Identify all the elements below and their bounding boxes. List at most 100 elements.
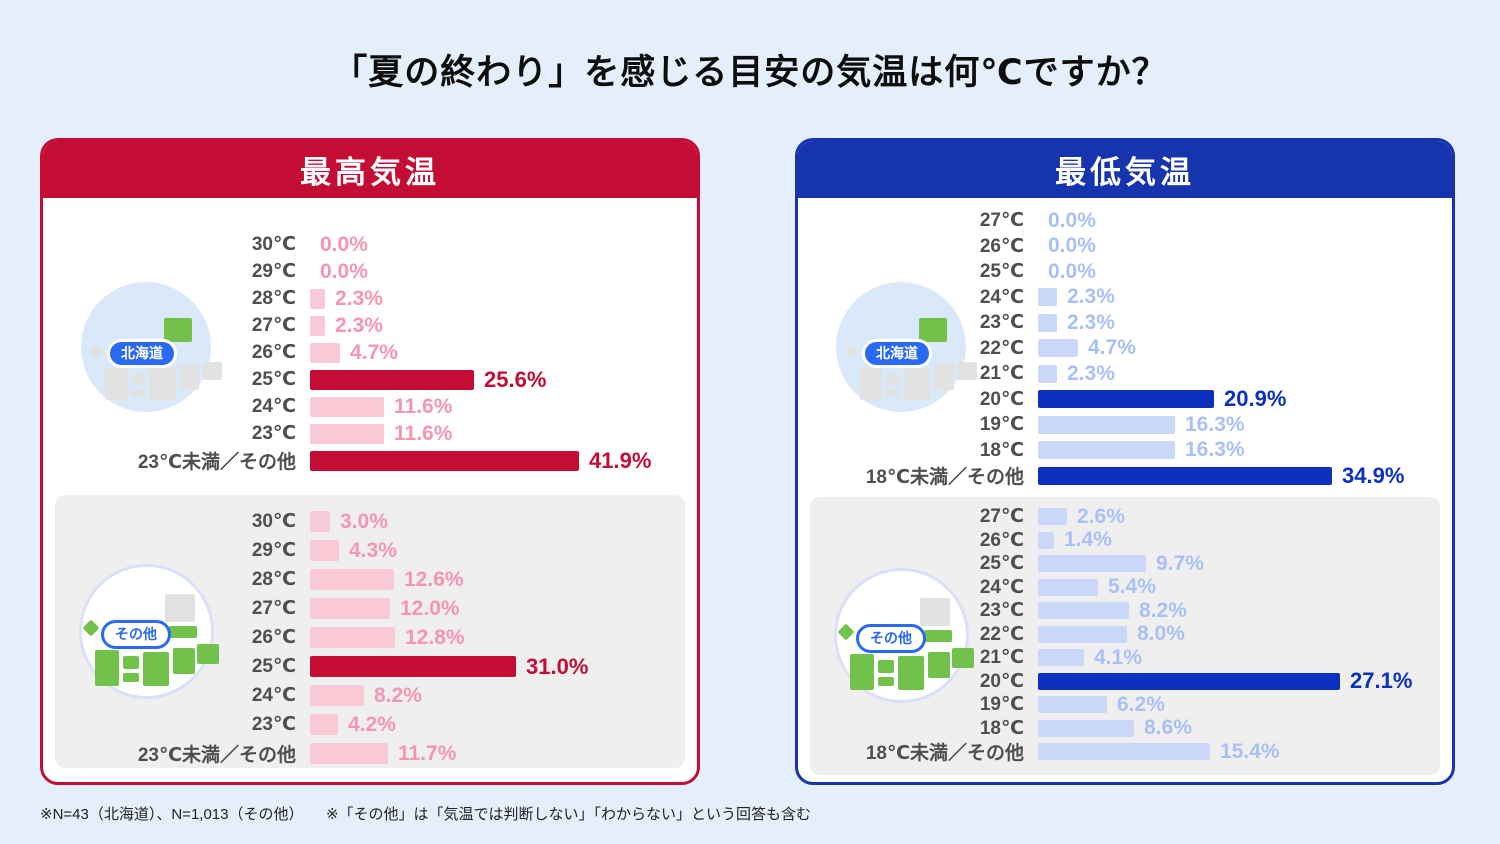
bar bbox=[1038, 672, 1340, 690]
bar-track: 8.0% bbox=[1038, 622, 1185, 647]
bar-row: 25℃ 25.6% bbox=[43, 366, 697, 393]
bar bbox=[310, 450, 579, 471]
bar-track: 0.0% bbox=[310, 231, 368, 258]
bar-row: 22℃ 8.0% bbox=[810, 622, 1440, 647]
value-label: 8.2% bbox=[1139, 598, 1187, 622]
category-label: 22℃ bbox=[979, 337, 1024, 359]
value-label: 3.0% bbox=[340, 509, 388, 533]
section-min-other: その他 27℃ 2.6% 26℃ 1.4% 25℃ 9.7% 24℃ 5.4% 23℃ 8.2% 2… bbox=[810, 497, 1440, 775]
category-label: 29℃ bbox=[251, 540, 296, 561]
value-label: 2.3% bbox=[1067, 361, 1115, 385]
category-label: 18℃ bbox=[979, 717, 1024, 739]
value-label: 4.2% bbox=[348, 712, 396, 736]
bar-row: 26℃ 4.7% bbox=[43, 339, 697, 366]
bar-track: 34.9% bbox=[1038, 463, 1404, 489]
bar bbox=[1038, 531, 1054, 549]
bar-track: 8.2% bbox=[310, 681, 422, 710]
category-label: 23℃ bbox=[251, 714, 296, 735]
map-square bbox=[878, 660, 894, 673]
bar-row: 26℃ 12.8% bbox=[55, 623, 685, 652]
bar-track: 6.2% bbox=[1038, 693, 1165, 717]
hokkaido-square bbox=[165, 594, 195, 622]
bar-row: 27℃ 2.6% bbox=[810, 505, 1440, 529]
value-label: 2.3% bbox=[335, 286, 383, 310]
bar bbox=[310, 369, 474, 390]
bar-row: 23℃未満／その他 11.7% bbox=[55, 739, 685, 768]
value-label: 2.3% bbox=[335, 313, 383, 337]
bar bbox=[310, 315, 325, 336]
value-label: 34.9% bbox=[1342, 462, 1405, 488]
map-square bbox=[149, 368, 175, 400]
japan-map-icon: その他 bbox=[79, 564, 219, 699]
map-square bbox=[131, 374, 145, 385]
bar-track: 4.3% bbox=[310, 536, 397, 565]
bar-track: 2.6% bbox=[1038, 505, 1125, 529]
bar-track: 12.0% bbox=[310, 594, 460, 623]
category-label: 18℃未満／その他 bbox=[865, 467, 1024, 489]
map-square bbox=[886, 389, 900, 397]
category-label: 26℃ bbox=[979, 529, 1024, 551]
bar bbox=[310, 569, 394, 590]
category-label: 22℃ bbox=[979, 623, 1024, 645]
value-label: 0.0% bbox=[1048, 208, 1096, 232]
bar-track: 1.4% bbox=[1038, 528, 1112, 553]
map-square bbox=[173, 648, 195, 674]
bar-track: 12.6% bbox=[310, 565, 464, 594]
region-badge-other: その他 bbox=[101, 620, 171, 649]
bar-row: 20℃ 20.9% bbox=[798, 386, 1452, 413]
category-label: 20℃ bbox=[979, 670, 1024, 692]
bar-track: 15.4% bbox=[1038, 740, 1280, 764]
bar bbox=[310, 685, 364, 706]
bar-row: 23℃ 11.6% bbox=[43, 420, 697, 447]
bar-row: 21℃ 2.3% bbox=[798, 361, 1452, 387]
bar-track: 0.0% bbox=[310, 258, 368, 285]
map-square bbox=[123, 656, 139, 669]
value-label: 12.0% bbox=[400, 596, 460, 620]
bar bbox=[310, 598, 390, 619]
category-label: 21℃ bbox=[979, 363, 1024, 385]
bar-track: 4.1% bbox=[1038, 646, 1142, 670]
category-label: 27℃ bbox=[251, 598, 296, 619]
bar-row: 25℃ 9.7% bbox=[810, 552, 1440, 576]
category-label: 28℃ bbox=[251, 288, 296, 309]
map-square bbox=[904, 368, 930, 400]
bar bbox=[1038, 313, 1057, 332]
bar bbox=[310, 656, 516, 677]
bar-row: 24℃ 2.3% bbox=[798, 285, 1452, 311]
value-label: 12.8% bbox=[405, 625, 465, 649]
bar bbox=[1038, 649, 1084, 667]
map-square bbox=[105, 368, 127, 400]
value-label: 11.6% bbox=[394, 394, 453, 418]
category-label: 28℃ bbox=[251, 569, 296, 590]
value-label: 1.4% bbox=[1064, 528, 1112, 552]
category-label: 26℃ bbox=[251, 342, 296, 363]
bar-row: 28℃ 12.6% bbox=[55, 565, 685, 594]
category-label: 30℃ bbox=[251, 234, 296, 255]
bar-track: 4.7% bbox=[1038, 336, 1136, 362]
region-badge-hokkaido: 北海道 bbox=[862, 339, 932, 368]
bar bbox=[1038, 441, 1175, 460]
category-label: 23℃未満／その他 bbox=[137, 452, 296, 473]
map-square bbox=[143, 652, 169, 686]
bar-track: 11.7% bbox=[310, 739, 456, 768]
value-label: 2.6% bbox=[1077, 504, 1125, 528]
value-label: 5.4% bbox=[1108, 575, 1156, 599]
map-square bbox=[878, 677, 894, 686]
section-max-other: その他 30℃ 3.0% 29℃ 4.3% 28℃ 12.6% 27℃ 12.0% 26℃ 12.… bbox=[55, 495, 685, 768]
bar bbox=[1038, 625, 1127, 643]
bar-row: 27℃ 2.3% bbox=[43, 312, 697, 339]
bar-track: 27.1% bbox=[1038, 668, 1412, 693]
bar bbox=[1038, 466, 1332, 485]
map-square bbox=[934, 364, 954, 390]
bar-row: 25℃ 31.0% bbox=[55, 652, 685, 681]
bar bbox=[1038, 602, 1129, 620]
panel-min-temp: 最低気温 北海道 27℃ 0.0% 26℃ 0.0% 25℃ 0.0% 24℃ 2.3% 23℃… bbox=[795, 138, 1455, 785]
bar-track: 2.3% bbox=[1038, 361, 1115, 387]
value-label: 11.7% bbox=[398, 741, 457, 765]
bar-row: 18℃未満／その他 34.9% bbox=[798, 463, 1452, 489]
bar-row: 18℃ 16.3% bbox=[798, 438, 1452, 464]
map-square bbox=[898, 656, 924, 690]
bar bbox=[1038, 508, 1067, 526]
category-label: 18℃ bbox=[979, 439, 1024, 461]
bar-row: 18℃ 8.6% bbox=[810, 716, 1440, 741]
